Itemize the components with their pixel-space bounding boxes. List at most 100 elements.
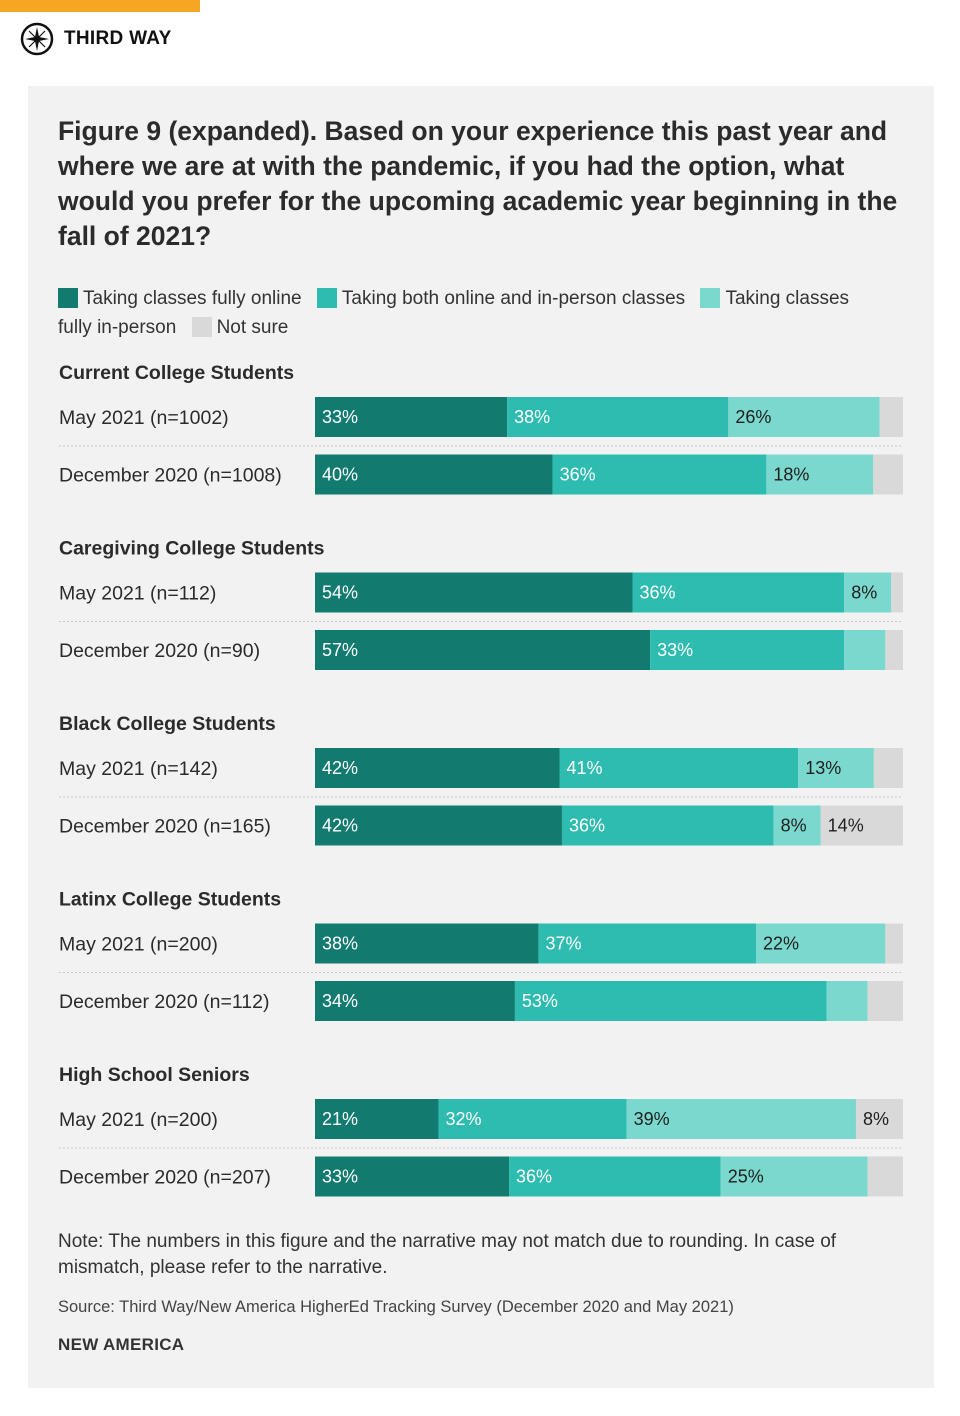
- bar-segment-notsure: [867, 1156, 903, 1197]
- group-title: High School Seniors: [59, 1064, 250, 1086]
- bar-segment-inperson: [720, 1156, 868, 1197]
- row-label: May 2021 (n=142): [59, 758, 218, 780]
- chart-source: Source: Third Way/New America HigherEd T…: [58, 1298, 734, 1316]
- bar-segment-online: [315, 981, 515, 1021]
- bar-segment-online: [315, 572, 633, 613]
- data-label: 53%: [522, 991, 558, 1011]
- group-title: Caregiving College Students: [59, 538, 325, 560]
- bar-segment-both: [561, 805, 774, 846]
- data-label: 40%: [322, 465, 358, 485]
- data-label: 38%: [514, 407, 550, 427]
- legend-swatch-online: [58, 288, 78, 308]
- chart-note: Note: The numbers in this figure and the…: [58, 1231, 837, 1278]
- bar-segment-inperson: [798, 748, 874, 788]
- bar-segment-online: [315, 923, 539, 964]
- legend-swatch-both: [316, 288, 337, 308]
- legend-item-notsure: Not sure: [191, 317, 289, 338]
- legend-item-both: Taking both online and in-person classes: [316, 288, 686, 309]
- footer-org: NEW AMERICA: [58, 1335, 185, 1354]
- bar-segment-notsure: [820, 805, 903, 846]
- bar-segment-inperson: [844, 572, 892, 613]
- accent-bar: [0, 0, 200, 12]
- data-label: 39%: [634, 1109, 670, 1129]
- bar-segment-inperson: [844, 630, 886, 670]
- bar-segment-both: [650, 630, 845, 670]
- legend-label-notsure: Not sure: [216, 317, 289, 338]
- row-label: December 2020 (n=1008): [59, 465, 282, 487]
- brand-name: THIRD WAY: [64, 28, 172, 49]
- group-title: Current College Students: [59, 362, 294, 384]
- bar-segment-inperson: [773, 805, 821, 846]
- bar-segment-online: [315, 805, 562, 846]
- data-label: 26%: [735, 407, 771, 427]
- bar-segment-notsure: [873, 454, 903, 495]
- bar-segment-notsure: [891, 572, 903, 613]
- data-label: 38%: [322, 934, 358, 954]
- bar-segment-both: [507, 397, 729, 437]
- bar-segment-notsure: [885, 923, 903, 964]
- data-label: 57%: [322, 640, 358, 660]
- bar-segment-notsure: [879, 397, 903, 437]
- bar-segment-inperson: [728, 397, 880, 437]
- chart-title: Figure 9 (expanded). Based on your exper…: [58, 116, 898, 251]
- data-label: 8%: [863, 1109, 889, 1129]
- data-label: 36%: [560, 465, 596, 485]
- bar-segment-inperson: [826, 981, 868, 1021]
- data-label: 33%: [322, 407, 358, 427]
- row-label: May 2021 (n=200): [59, 934, 218, 956]
- data-label: 18%: [773, 465, 809, 485]
- bar-segment-online: [315, 1099, 439, 1139]
- data-label: 14%: [828, 816, 864, 836]
- row-label: December 2020 (n=112): [59, 991, 269, 1013]
- legend-label-inperson: Taking classes fully in-person: [58, 288, 850, 338]
- data-label: 8%: [781, 816, 807, 836]
- chart-legend: Taking classes fully online Taking both …: [58, 284, 888, 342]
- group-title: Black College Students: [59, 713, 276, 735]
- legend-swatch-notsure: [191, 317, 212, 337]
- data-label: 21%: [322, 1109, 358, 1129]
- brand-logo: THIRD WAY: [20, 22, 172, 56]
- legend-label-both: Taking both online and in-person classes: [341, 288, 686, 309]
- bar-segment-online: [315, 1156, 510, 1197]
- compass-icon: [20, 22, 54, 56]
- data-label: 33%: [322, 1167, 358, 1187]
- data-label: 36%: [640, 583, 676, 603]
- data-label: 42%: [322, 758, 358, 778]
- bar-segment-inperson: [626, 1099, 856, 1139]
- bar-segment-both: [559, 748, 799, 788]
- data-label: 34%: [322, 991, 358, 1011]
- data-label: 13%: [805, 758, 841, 778]
- bar-segment-notsure: [867, 981, 903, 1021]
- group-title: Latinx College Students: [59, 889, 281, 911]
- bar-segment-inperson: [756, 923, 886, 964]
- row-label: May 2021 (n=200): [59, 1109, 218, 1131]
- data-label: 36%: [569, 816, 605, 836]
- data-label: 25%: [728, 1167, 764, 1187]
- bar-segment-online: [315, 748, 560, 788]
- data-label: 32%: [445, 1109, 481, 1129]
- data-label: 8%: [851, 583, 877, 603]
- row-label: December 2020 (n=90): [59, 640, 260, 662]
- legend-label-online: Taking classes fully online: [83, 288, 302, 309]
- data-label: 42%: [322, 816, 358, 836]
- bar-segment-online: [315, 397, 508, 437]
- row-label: December 2020 (n=165): [59, 816, 271, 838]
- row-label: May 2021 (n=1002): [59, 407, 229, 429]
- bar-segment-both: [438, 1099, 627, 1139]
- bar-segment-both: [632, 572, 845, 613]
- data-label: 22%: [763, 934, 799, 954]
- bar-segment-online: [315, 630, 651, 670]
- legend-item-inperson: Taking classes fully in-person: [58, 288, 849, 338]
- bar-segment-inperson: [766, 454, 874, 495]
- bar-segment-both: [538, 923, 756, 964]
- data-label: 36%: [516, 1167, 552, 1187]
- data-label: 33%: [657, 640, 693, 660]
- legend-swatch-inperson: [700, 288, 721, 308]
- row-label: May 2021 (n=112): [59, 583, 216, 605]
- bar-segment-both: [552, 454, 767, 495]
- data-label: 54%: [322, 583, 358, 603]
- bar-segment-notsure: [885, 630, 903, 670]
- data-label: 37%: [545, 934, 581, 954]
- bar-segment-notsure: [855, 1099, 903, 1139]
